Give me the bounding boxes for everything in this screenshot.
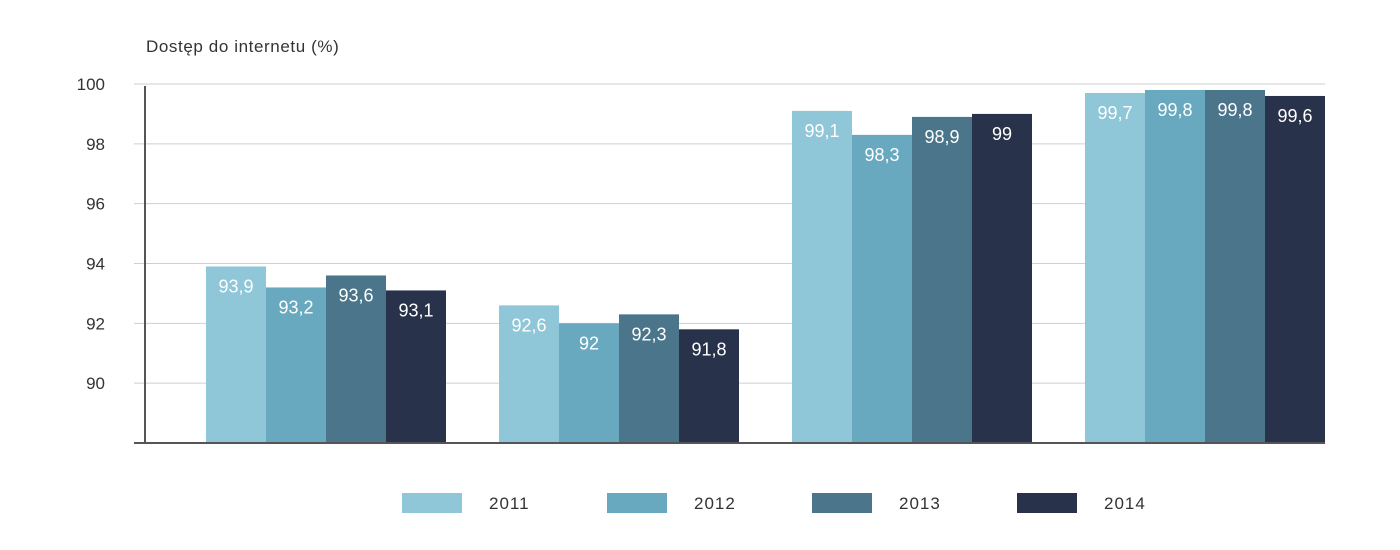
y-tick-label: 92	[86, 314, 105, 333]
y-tick-label: 90	[86, 374, 105, 393]
y-tick-label: 96	[86, 195, 105, 214]
bar-2014	[1265, 95, 1325, 443]
data-label: 99,6	[1277, 106, 1312, 126]
data-label: 93,6	[338, 285, 373, 305]
bar-2013	[326, 275, 386, 443]
data-labels: 93,9 92,6 99,1 99,7 93,2 92 98,3 99,8 93,6 92,3 98…	[218, 100, 1312, 359]
y-tick-label: 100	[77, 75, 105, 94]
legend-swatch-2013	[812, 493, 872, 513]
bar-2011	[206, 266, 266, 443]
bar-2014	[679, 329, 739, 443]
bars	[206, 89, 1325, 444]
y-tick-label: 98	[86, 135, 105, 154]
bar-2012	[559, 323, 619, 443]
legend-label: 2014	[1104, 494, 1146, 513]
bar-2013	[1205, 89, 1265, 443]
legend-label: 2013	[899, 494, 941, 513]
bar-2012	[266, 287, 326, 443]
data-label: 99	[992, 124, 1012, 144]
data-label: 99,8	[1157, 100, 1192, 120]
bar-2011	[1085, 92, 1145, 443]
y-axis-title: Dostęp do internetu (%)	[146, 37, 339, 56]
data-label: 92,3	[631, 324, 666, 344]
y-tick-labels: 90 92 94 96 98 100	[77, 75, 105, 393]
legend: 2011 2012 2013 2014	[402, 493, 1146, 513]
bar-2013	[912, 116, 972, 444]
data-label: 92	[579, 333, 599, 353]
bar-2014	[386, 290, 446, 443]
bar-2011	[499, 305, 559, 443]
bar-2012	[1145, 89, 1205, 443]
legend-swatch-2012	[607, 493, 667, 513]
data-label: 93,1	[398, 300, 433, 320]
data-label: 93,2	[278, 297, 313, 317]
legend-label: 2011	[489, 494, 530, 513]
data-label: 99,7	[1097, 103, 1132, 123]
bar-2013	[619, 314, 679, 443]
data-label: 99,1	[804, 121, 839, 141]
legend-swatch-2011	[402, 493, 462, 513]
legend-label: 2012	[694, 494, 736, 513]
data-label: 92,6	[511, 315, 546, 335]
data-label: 98,9	[924, 127, 959, 147]
bar-2014	[972, 113, 1032, 444]
bar-2011	[792, 110, 852, 444]
y-tick-label: 94	[86, 255, 105, 274]
data-label: 98,3	[864, 145, 899, 165]
data-label: 93,9	[218, 276, 253, 296]
legend-swatch-2014	[1017, 493, 1077, 513]
bar-2012	[852, 134, 912, 443]
data-label: 99,8	[1217, 100, 1252, 120]
data-label: 91,8	[691, 339, 726, 359]
